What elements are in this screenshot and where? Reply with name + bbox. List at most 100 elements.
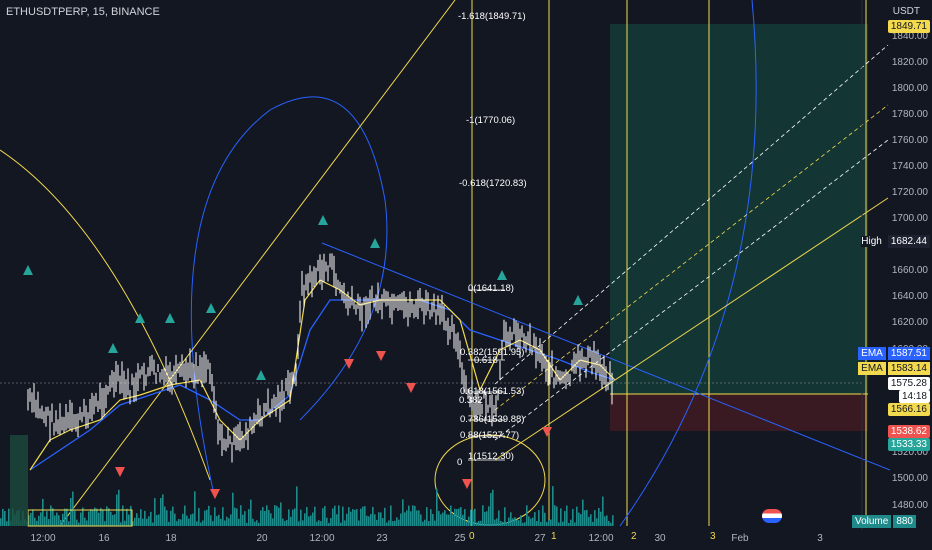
y-tick-label: 1760.00 [891,135,928,146]
volume-bar [332,508,334,526]
symbol-title[interactable]: ETHUSDTPERP, 15, BINANCE [6,6,160,18]
volume-bar [350,511,352,526]
volume-bar [206,509,208,526]
x-tick-label: 23 [376,533,388,544]
volume-bar [252,518,254,526]
volume-bar [530,518,532,526]
x-tick-label: 12:00 [588,533,614,544]
y-tick-label: 1520.00 [891,447,928,458]
volume-bar [328,522,330,526]
volume-bar [528,516,530,526]
target-zone [610,24,868,394]
y-tick-label: 1780.00 [891,109,928,120]
volume-bar [584,510,586,526]
volume-bar [246,522,248,526]
fib-label: 0.382 [459,395,483,406]
volume-bar [244,511,246,526]
volume-bar [88,511,90,526]
volume-bar [448,514,450,526]
fib-time-lines [471,0,867,526]
volume-bar [288,509,290,526]
volume-bar [148,516,150,526]
flag-icon[interactable] [762,509,782,523]
buy-signal-marker [256,370,266,380]
volume-bar [494,519,496,526]
volume-bar [548,520,550,526]
volume-bar [156,515,158,526]
volume-bar [220,518,222,526]
volume-bar [6,521,8,526]
buy-signal-marker [318,215,328,225]
volume-bar [194,491,196,526]
volume-bar [442,512,444,526]
buy-signal-marker [165,313,175,323]
volume-bar [96,508,98,526]
volume-bar [68,521,70,526]
volume-bar [526,505,528,526]
volume-bar [232,492,234,526]
volume-bar [234,507,236,526]
volume-bar [212,521,214,526]
volume-bar [210,515,212,526]
volume-bar [546,521,548,526]
volume-bar [158,514,160,526]
volume-bar [426,507,428,526]
volume-bar [100,507,102,526]
volume-bar [164,506,166,526]
x-tick-label: Feb [731,533,749,544]
volume-bar [176,521,178,526]
volume-bar [184,505,186,526]
volume-bar [372,506,374,526]
volume-bar [214,507,216,526]
volume-bar [596,518,598,526]
volume-bar [564,511,566,526]
sell-signal-marker [406,383,416,393]
fib-retracement [468,289,505,461]
volume-bar [408,505,410,526]
volume-bar [604,516,606,526]
volume-bar [44,516,46,526]
volume-bar [600,511,602,526]
volume-bar [608,520,610,526]
volume-bar [322,508,324,526]
volume-bar [78,522,80,526]
volume-bar [198,508,200,526]
volume-bar [42,498,44,526]
volume-bar [474,508,476,526]
volume-bar [290,516,292,526]
volume-bar [346,513,348,526]
volume-bar [404,512,406,526]
volume-bar [310,515,312,526]
volume-bar [436,488,438,526]
y-tick-label: 1700.00 [891,213,928,224]
volume-bar [216,516,218,526]
volume-bar [308,516,310,526]
volume-bar [226,516,228,526]
volume-bar [520,515,522,526]
volume-bar [568,522,570,526]
sell-signal-marker [542,427,552,437]
volume-bar [576,506,578,526]
volume-bar [450,505,452,526]
y-tick-label: 1720.00 [891,187,928,198]
volume-bar [330,518,332,526]
y-tick-label: 1640.00 [891,291,928,302]
volume-bar [260,510,262,526]
volume-bar [456,509,458,526]
volume-bar [562,521,564,526]
volume-bar [112,514,114,526]
volume-bar [482,505,484,526]
volume-bar [58,515,60,526]
volume-bar [340,522,342,526]
volume-bar [294,508,296,526]
fib-label: 0.786(1539.88) [460,414,525,425]
volume-bar [522,522,524,526]
volume-bar [274,505,276,526]
volume-bar [258,522,260,526]
volume-bar [394,520,396,526]
volume-bar [446,514,448,526]
axis-unit: USDT [892,6,920,17]
volume-bar [534,512,536,526]
volume-bar [354,509,356,526]
